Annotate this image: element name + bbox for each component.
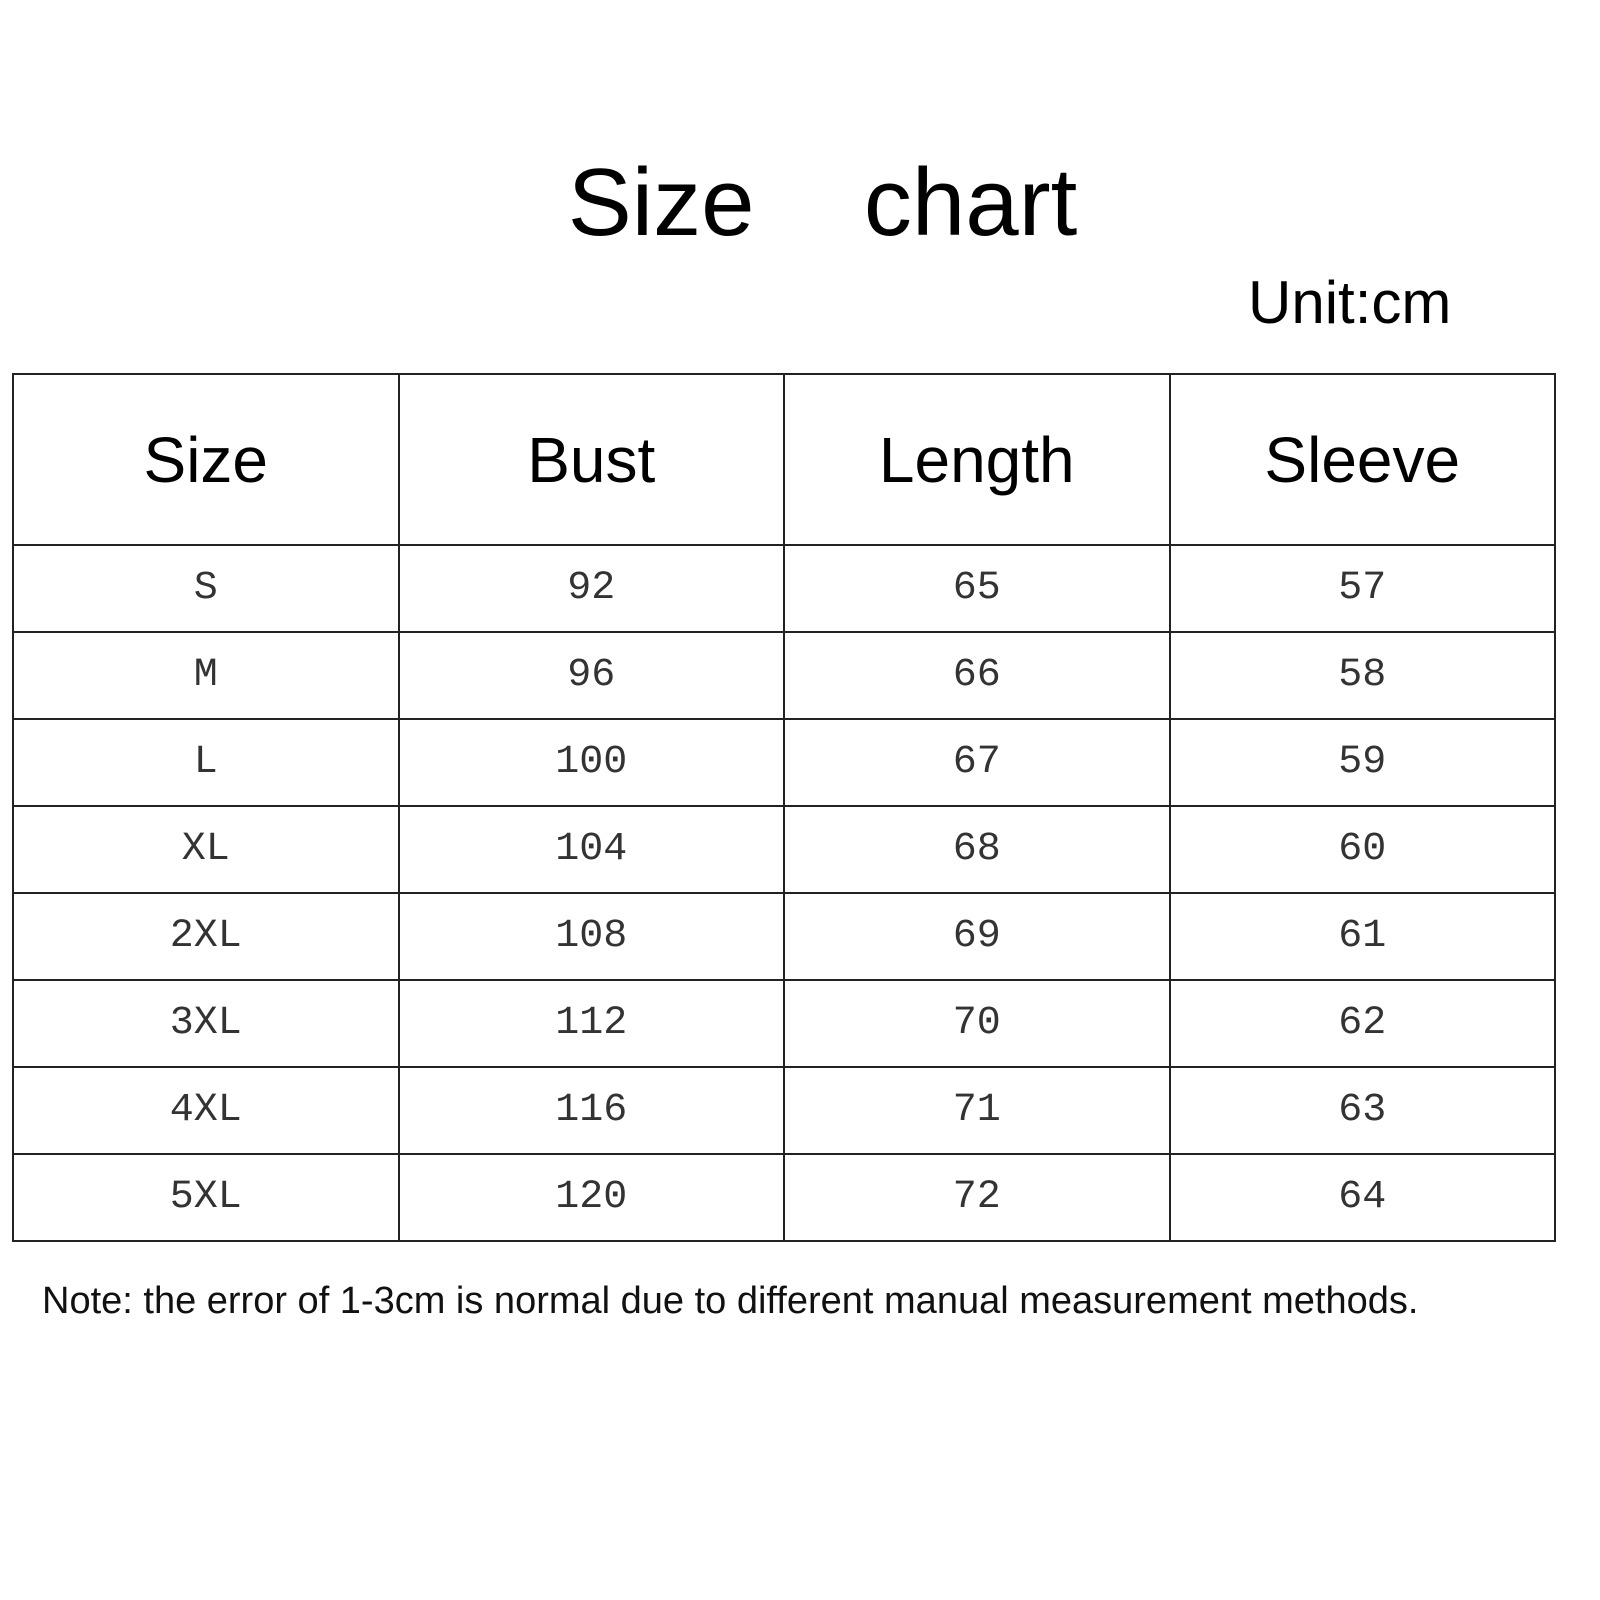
table-cell: 59	[1168, 718, 1556, 807]
table-cell: 65	[783, 544, 1171, 633]
table-cell: 70	[783, 979, 1171, 1068]
column-header: Size	[12, 373, 400, 546]
table-cell: 2XL	[12, 892, 400, 981]
table-cell: L	[12, 718, 400, 807]
column-header: Sleeve	[1168, 373, 1556, 546]
table-cell: 108	[397, 892, 785, 981]
table-row: 5XL 120 72 64	[12, 1153, 1556, 1242]
table-cell: M	[12, 631, 400, 720]
table-cell: S	[12, 544, 400, 633]
table-cell: 71	[783, 1066, 1171, 1155]
table-cell: 66	[783, 631, 1171, 720]
table-row: 3XL 112 70 62	[12, 979, 1556, 1068]
column-header: Length	[783, 373, 1171, 546]
table-cell: 60	[1168, 805, 1556, 894]
table-cell: XL	[12, 805, 400, 894]
table-cell: 62	[1168, 979, 1556, 1068]
table-row: S 92 65 57	[12, 544, 1556, 633]
table-row: XL 104 68 60	[12, 805, 1556, 894]
table-cell: 120	[397, 1153, 785, 1242]
table-cell: 61	[1168, 892, 1556, 981]
table-header-row: Size Bust Length Sleeve	[12, 373, 1556, 546]
table-cell: 3XL	[12, 979, 400, 1068]
table-cell: 67	[783, 718, 1171, 807]
unit-label: Unit:cm	[1248, 269, 1452, 336]
table-row: M 96 66 58	[12, 631, 1556, 720]
table-cell: 96	[397, 631, 785, 720]
table-cell: 112	[397, 979, 785, 1068]
table-row: 4XL 116 71 63	[12, 1066, 1556, 1155]
table-cell: 116	[397, 1066, 785, 1155]
table-cell: 69	[783, 892, 1171, 981]
table-cell: 4XL	[12, 1066, 400, 1155]
table-cell: 58	[1168, 631, 1556, 720]
measurement-note: Note: the error of 1-3cm is normal due t…	[42, 1280, 1419, 1322]
table-cell: 57	[1168, 544, 1556, 633]
table-cell: 68	[783, 805, 1171, 894]
column-header: Bust	[397, 373, 785, 546]
table-cell: 72	[783, 1153, 1171, 1242]
table-cell: 92	[397, 544, 785, 633]
table-cell: 5XL	[12, 1153, 400, 1242]
table-cell: 64	[1168, 1153, 1556, 1242]
table-cell: 63	[1168, 1066, 1556, 1155]
size-table: Size Bust Length Sleeve S 92 65 57 M 96 66 58 L 1…	[12, 373, 1556, 1242]
table-cell: 104	[397, 805, 785, 894]
table-row: 2XL 108 69 61	[12, 892, 1556, 981]
table-cell: 100	[397, 718, 785, 807]
page-title: Size chart	[567, 149, 1078, 256]
table-row: L 100 67 59	[12, 718, 1556, 807]
